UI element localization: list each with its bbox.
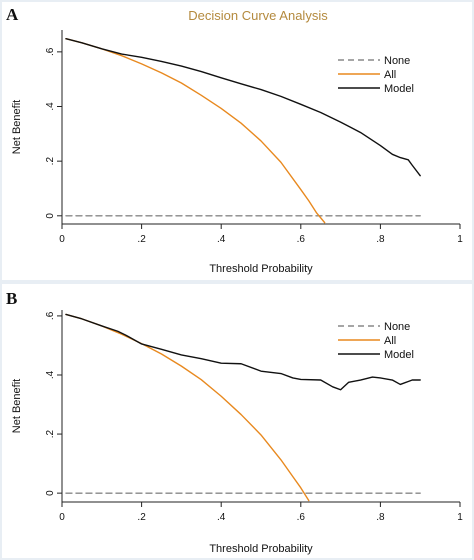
- x-tick-label: .4: [217, 512, 226, 523]
- panel-b-axes: 0 .2 .4 .6 .8 1 0 .2 .4 .6 Threshold Probability Ne…: [11, 310, 463, 555]
- x-tick-label: .8: [376, 512, 385, 523]
- x-tick-label: .2: [137, 234, 146, 245]
- panel-b-letter: B: [6, 289, 17, 308]
- panel-a-axes: 0 .2 .4 .6 .8 1 0 .2 .4 .6 Threshold Probability Ne…: [11, 30, 463, 275]
- legend-label-all: All: [384, 69, 396, 81]
- y-tick-label: .6: [45, 311, 56, 320]
- panel-a-background: [2, 2, 472, 280]
- panel-a-plot-area: [65, 38, 421, 224]
- x-tick-label: 1: [457, 234, 463, 245]
- y-tick-label: .2: [45, 157, 56, 166]
- chart-title: Decision Curve Analysis: [188, 8, 328, 23]
- y-tick-label: .4: [45, 370, 56, 379]
- legend-label-none: None: [384, 321, 410, 333]
- panel-b-plot-area: [65, 313, 421, 502]
- legend-label-all: All: [384, 335, 396, 347]
- y-axis-title: Net Benefit: [11, 379, 23, 433]
- series-line-model: [65, 38, 421, 177]
- x-tick-label: .8: [376, 234, 385, 245]
- x-tick-label: 0: [59, 512, 65, 523]
- x-axis-title: Threshold Probability: [209, 263, 313, 275]
- y-axis-title: Net Benefit: [11, 100, 23, 154]
- x-tick-label: .6: [297, 512, 306, 523]
- legend-label-model: Model: [384, 349, 414, 361]
- y-tick-label: .4: [45, 102, 56, 111]
- y-tick-label: 0: [45, 490, 56, 496]
- legend-label-model: Model: [384, 83, 414, 95]
- panel-b: B 0 .2 .4 .6 .8 1 0 .2 .4 .6 Threshold Probability…: [2, 284, 472, 558]
- y-tick-label: .6: [45, 47, 56, 56]
- x-tick-label: 1: [457, 512, 463, 523]
- x-tick-label: .6: [297, 234, 306, 245]
- y-tick-label: .2: [45, 429, 56, 438]
- panel-b-legend: None All Model: [338, 321, 414, 361]
- x-tick-label: .4: [217, 234, 226, 245]
- y-tick-label: 0: [45, 213, 56, 219]
- panel-a-letter: A: [6, 5, 19, 24]
- x-tick-label: .2: [137, 512, 146, 523]
- series-line-all: [65, 38, 326, 224]
- legend-label-none: None: [384, 55, 410, 67]
- x-tick-label: 0: [59, 234, 65, 245]
- panel-a: A Decision Curve Analysis 0 .2 .4 .6 .8 1 0 .2.…: [2, 2, 472, 280]
- series-line-model: [65, 313, 421, 391]
- panel-a-legend: None All Model: [338, 55, 414, 95]
- panel-b-background: [2, 284, 472, 558]
- x-axis-title: Threshold Probability: [209, 543, 313, 555]
